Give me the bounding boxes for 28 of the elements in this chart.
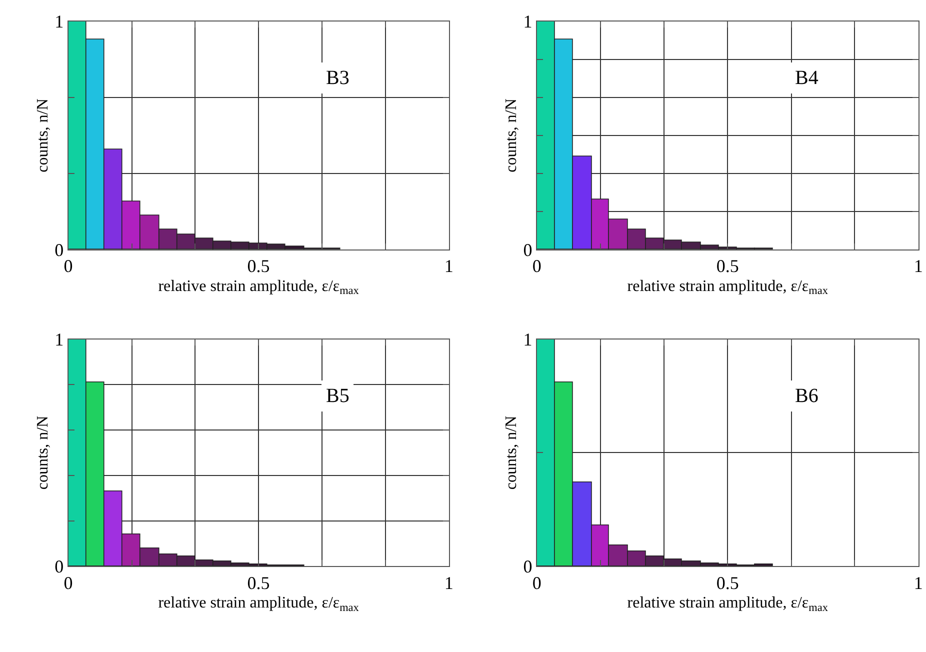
y-tick-label: 1: [54, 12, 64, 32]
y-tick-label: 0: [54, 240, 64, 260]
y-tick-label: 0: [54, 556, 64, 576]
x-axis-title: relative strain amplitude, ε/ε$_{max}$: [158, 278, 360, 298]
x-tick-label: 1: [444, 256, 454, 276]
y-tick-label: 0: [523, 556, 532, 576]
x-tick-label: 1: [914, 256, 923, 276]
x-tick-label: 0.5: [716, 572, 739, 593]
y-tick-label: 1: [523, 12, 532, 32]
x-axis-title: relative strain amplitude, ε/ε$_{max}$: [158, 594, 360, 614]
x-axis-title: relative strain amplitude, ε/ε$_{max}$: [627, 278, 828, 298]
y-tick-label: 1: [54, 330, 64, 350]
x-tick-label: 0.5: [247, 256, 270, 276]
annotation: B5: [326, 385, 350, 407]
y-axis-title: counts, n/N: [503, 415, 520, 490]
annotation: B6: [795, 385, 818, 407]
x-axis-title: relative strain amplitude, ε/ε$_{max}$: [627, 594, 828, 614]
x-tick-label: 1: [444, 572, 454, 593]
x-tick-label: 0.5: [716, 256, 739, 276]
x-tick-label: 1: [914, 572, 923, 593]
annotation: B3: [326, 67, 350, 89]
annotation: B4: [795, 67, 818, 89]
x-tick-label: 0.5: [247, 572, 270, 593]
y-tick-label: 1: [523, 330, 532, 350]
y-axis-title: counts, n/N: [503, 98, 520, 172]
y-tick-label: 0: [523, 240, 532, 260]
y-axis-title: counts, n/N: [34, 98, 52, 172]
y-axis-title: counts, n/N: [34, 415, 52, 490]
